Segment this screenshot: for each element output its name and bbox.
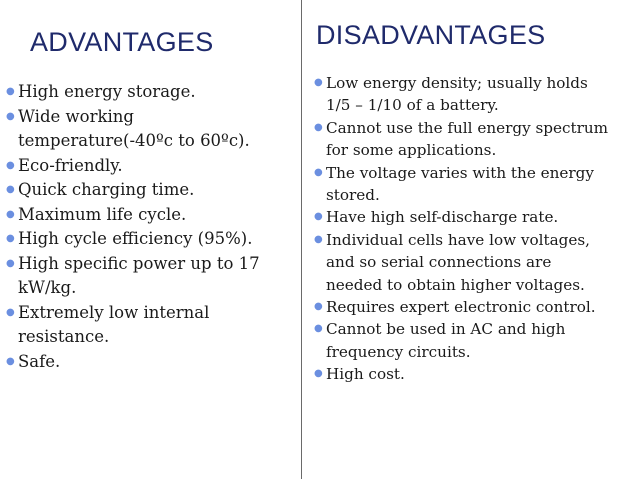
list-item-text: Maximum life cycle. (18, 204, 187, 224)
bullet-icon: ● (314, 233, 323, 245)
list-item: ● The voltage varies with the energy sto… (314, 162, 636, 207)
list-item-text: High energy storage. (18, 82, 196, 101)
bullet-icon: ● (314, 211, 323, 223)
list-item-text: Quick charging time. (18, 180, 195, 199)
bullet-icon: ● (6, 257, 15, 269)
bullet-icon: ● (6, 184, 15, 195)
bullet-icon: ● (6, 208, 15, 220)
list-item-text: Wide working temperature(-40ºc to 60ºc). (18, 106, 250, 151)
list-item-text: High specific power up to 17 kW/kg. (18, 253, 260, 298)
list-item: ● Extremely low internal resistance. (6, 301, 296, 350)
bullet-icon: ● (314, 121, 323, 133)
list-item: ● Cannot use the full energy spectrum for… (314, 117, 636, 162)
bullet-icon: ● (314, 166, 323, 178)
list-item: ● Wide working temperature(-40ºc to 60ºc)… (6, 105, 296, 154)
bullet-icon: ● (6, 306, 15, 318)
list-item-text: The voltage varies with the energy store… (326, 163, 594, 205)
list-item: ● Have high self-discharge rate. (314, 206, 636, 228)
bullet-icon: ● (6, 159, 15, 171)
bullet-icon: ● (314, 323, 323, 335)
bullet-icon: ● (314, 301, 323, 313)
list-item-text: Requires expert electronic control. (326, 298, 596, 317)
bullet-icon: ● (314, 77, 323, 88)
list-item: ● High energy storage. (6, 80, 296, 105)
list-item-text: High cycle efficiency (95%). (18, 229, 253, 248)
bullet-icon: ● (314, 368, 323, 380)
disadvantages-heading: DISADVANTAGES (316, 20, 546, 50)
bullet-icon: ● (6, 355, 15, 367)
list-item-text: Extremely low internal resistance. (18, 302, 210, 347)
list-item-text: Eco-friendly. (18, 155, 123, 175)
list-item-text: Have high self-discharge rate. (326, 208, 559, 227)
list-item: ● Individual cells have low voltages, and… (314, 229, 636, 296)
list-item: ● High cost. (314, 363, 636, 385)
list-item-text: Cannot be used in AC and high frequency … (326, 320, 566, 361)
column-divider (301, 0, 302, 479)
list-item: ● Quick charging time. (6, 178, 296, 203)
list-item: ● High cycle efficiency (95%). (6, 227, 296, 252)
list-item: ● Cannot be used in AC and high frequency… (314, 318, 636, 363)
list-item-text: Individual cells have low voltages, and … (326, 230, 591, 294)
list-item-text: Safe. (18, 351, 61, 371)
advantages-heading: ADVANTAGES (30, 27, 214, 57)
list-item: ● Eco-friendly. (6, 154, 296, 179)
list-item: ● Requires expert electronic control. (314, 296, 636, 318)
bullet-icon: ● (6, 110, 15, 122)
list-item-text: Cannot use the full energy spectrum for … (326, 118, 609, 160)
list-item: ● Maximum life cycle. (6, 203, 296, 228)
bullet-icon: ● (6, 233, 15, 244)
list-item: ● High specific power up to 17 kW/kg. (6, 252, 296, 301)
list-item-text: Low energy density; usually holds 1/5 – … (326, 74, 588, 115)
disadvantages-list: ● Low energy density; usually holds 1/5 … (314, 72, 636, 386)
list-item-text: High cost. (326, 365, 405, 384)
bullet-icon: ● (6, 86, 15, 97)
list-item: ● Safe. (6, 350, 296, 375)
advantages-list: ● High energy storage. ● Wide working temp… (6, 80, 296, 374)
list-item: ● Low energy density; usually holds 1/5 … (314, 72, 636, 117)
